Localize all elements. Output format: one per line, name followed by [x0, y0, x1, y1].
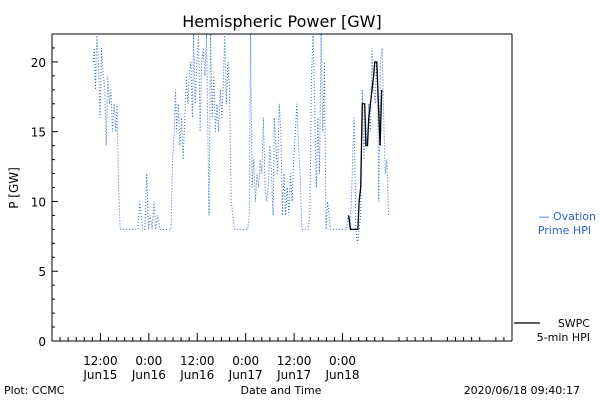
x-tick-day-label: Jun17	[228, 368, 263, 382]
timestamp: 2020/06/18 09:40:17	[464, 384, 580, 397]
x-tick-day-label: Jun18	[325, 368, 360, 382]
legend-ovation-line1: — Ovation	[539, 210, 597, 223]
series-layer	[92, 33, 389, 244]
legend-ovation-line2: Prime HPI	[538, 224, 591, 237]
plot-axes	[51, 33, 513, 342]
y-axis-label: P [GW]	[7, 167, 21, 209]
plot-credit: Plot: CCMC	[4, 384, 65, 397]
tick-labels: 0510152012:00Jun150:00Jun1612:00Jun160:0…	[31, 56, 360, 382]
ovation-series-line	[92, 33, 389, 244]
swpc-series-line	[347, 61, 383, 231]
y-tick-label: 10	[31, 195, 46, 209]
y-tick-label: 0	[38, 335, 46, 349]
x-axis-label: Date and Time	[241, 384, 322, 397]
x-tick-time-label: 12:00	[83, 354, 118, 368]
x-tick-day-label: Jun16	[131, 368, 166, 382]
y-tick-label: 20	[31, 56, 46, 70]
x-tick-time-label: 12:00	[277, 354, 312, 368]
x-tick-day-label: Jun15	[82, 368, 117, 382]
x-tick-time-label: 0:00	[135, 354, 162, 368]
chart-title: Hemispheric Power [GW]	[182, 12, 381, 31]
x-tick-time-label: 0:00	[232, 354, 259, 368]
x-tick-time-label: 0:00	[329, 354, 356, 368]
x-tick-time-label: 12:00	[180, 354, 215, 368]
x-tick-day-label: Jun16	[179, 368, 214, 382]
legend-swpc-line2: 5-min HPI	[537, 331, 590, 344]
y-tick-label: 5	[38, 265, 46, 279]
legend-swpc-line1: SWPC	[558, 317, 590, 330]
y-tick-label: 15	[31, 126, 46, 140]
x-tick-day-label: Jun17	[276, 368, 311, 382]
